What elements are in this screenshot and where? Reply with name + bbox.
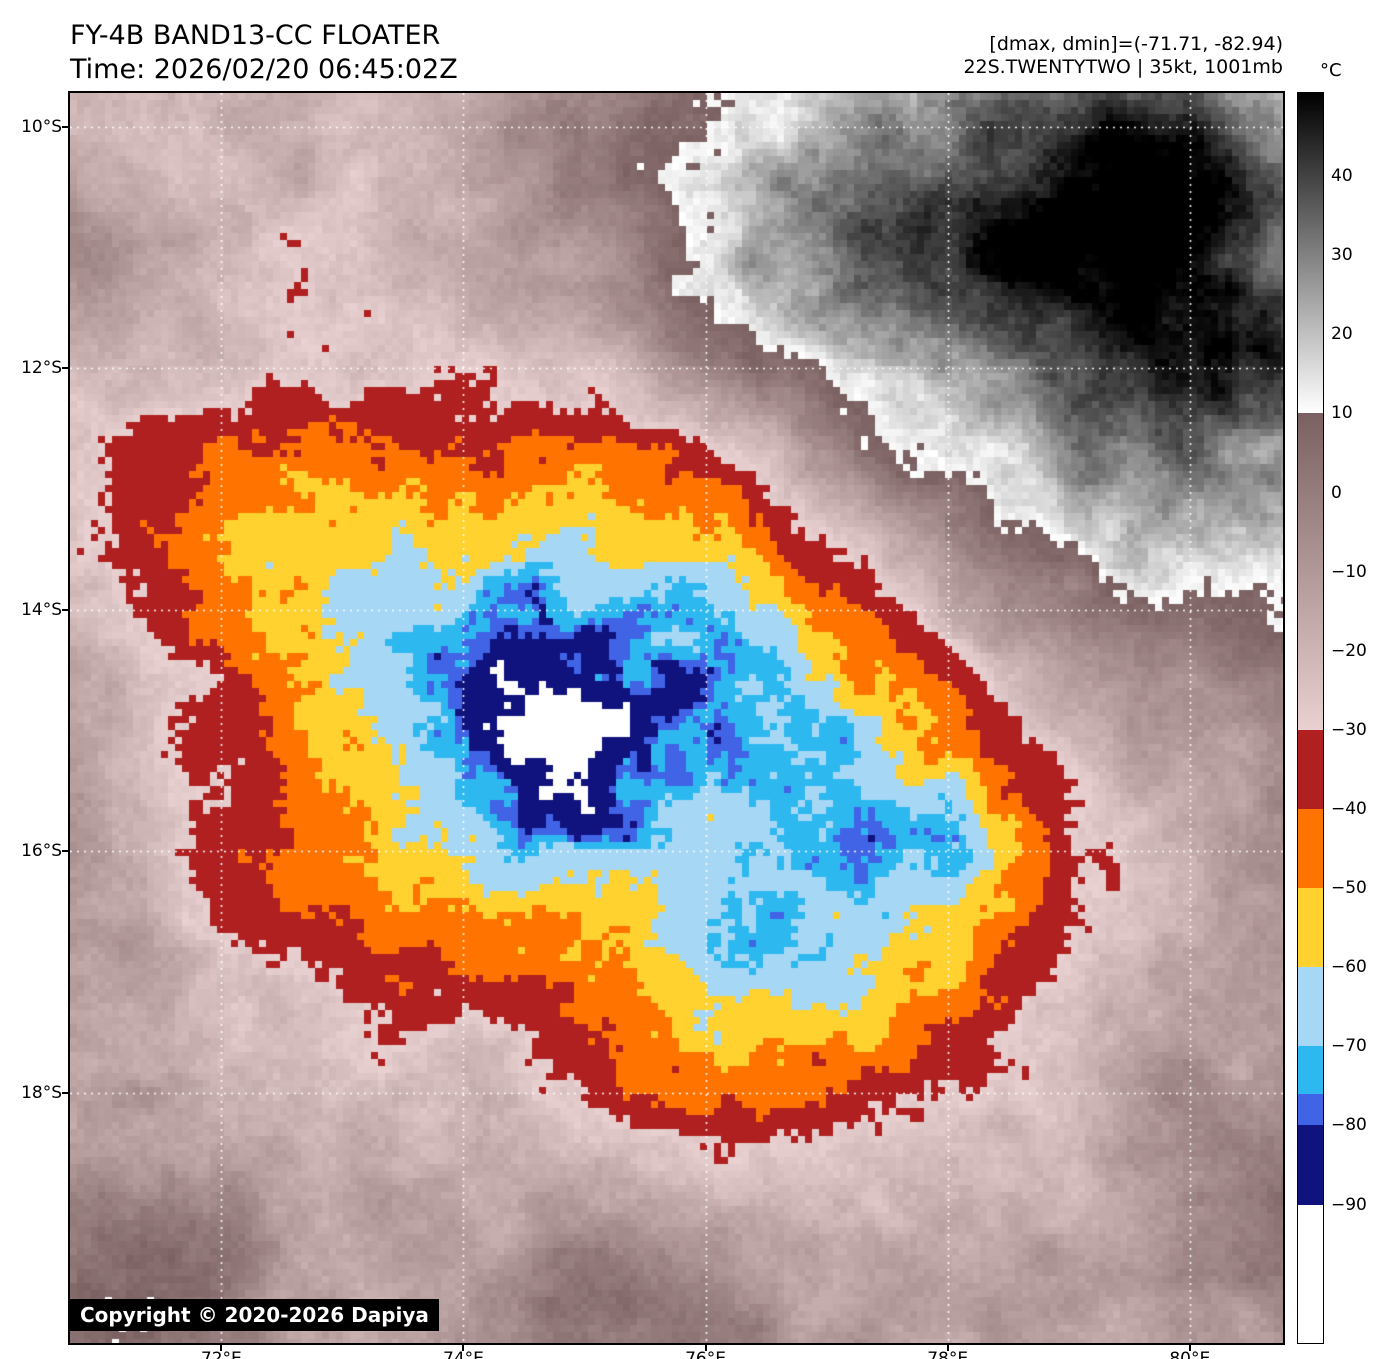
- colorbar-segment: [1298, 888, 1323, 968]
- colorbar: [1297, 92, 1324, 1344]
- y-axis-label: 16°S: [21, 841, 62, 862]
- colorbar-tick-label: 10: [1331, 403, 1353, 424]
- colorbar-segment: [1298, 1125, 1323, 1205]
- x-axis-tickmark: [704, 1345, 707, 1351]
- colorbar-tick-label: −10: [1331, 561, 1367, 582]
- colorbar-tick-label: −50: [1331, 878, 1367, 899]
- colorbar-segment: [1298, 1093, 1323, 1126]
- colorbar-tick-label: −30: [1331, 719, 1367, 740]
- y-axis-tickmark: [62, 125, 68, 128]
- colorbar-segment: [1298, 413, 1323, 730]
- colorbar-segment: [1298, 1046, 1323, 1094]
- colorbar-tick-label: −20: [1331, 640, 1367, 661]
- y-axis-label: 18°S: [21, 1083, 62, 1103]
- colorbar-segment: [1298, 1204, 1323, 1343]
- colorbar-tick-label: −80: [1331, 1115, 1367, 1136]
- figure-title: FY-4B BAND13-CC FLOATER: [70, 20, 441, 51]
- colorbar-unit-label: °C: [1320, 60, 1342, 81]
- x-axis-label: 76°E: [685, 1349, 726, 1359]
- colorbar-tick-label: 30: [1331, 245, 1353, 266]
- figure-time: Time: 2026/02/20 06:45:02Z: [70, 54, 458, 85]
- x-axis-tickmark: [220, 1345, 223, 1351]
- colorbar-segment: [1298, 93, 1323, 414]
- y-axis-tickmark: [62, 608, 68, 611]
- colorbar-tick-label: 40: [1331, 166, 1353, 187]
- colorbar-tick-label: −90: [1331, 1194, 1367, 1215]
- colorbar-tick-label: 0: [1331, 482, 1342, 503]
- x-axis-tickmark: [946, 1345, 949, 1351]
- x-axis-label: 74°E: [443, 1349, 484, 1359]
- colorbar-tick-label: 20: [1331, 324, 1353, 345]
- x-axis-tickmark: [462, 1345, 465, 1351]
- colorbar-segment: [1298, 808, 1323, 889]
- colorbar-tick-label: −60: [1331, 957, 1367, 978]
- x-axis-label: 78°E: [927, 1349, 969, 1359]
- y-axis-tickmark: [62, 1092, 68, 1094]
- x-axis-tickmark: [1188, 1345, 1191, 1351]
- dmax-dmin-readout: [dmax, dmin]=(-71.71, -82.94): [989, 33, 1283, 55]
- colorbar-tick-label: −70: [1331, 1036, 1367, 1057]
- y-axis-label: 10°S: [21, 116, 62, 137]
- copyright-badge: Copyright © 2020-2026 Dapiya: [70, 1299, 439, 1331]
- map-plot-area: Copyright © 2020-2026 Dapiya: [68, 91, 1285, 1345]
- colorbar-segment: [1298, 967, 1323, 1047]
- y-axis-tickmark: [62, 850, 68, 853]
- satellite-ir-image: [70, 93, 1283, 1343]
- y-axis-label: 14°S: [21, 599, 62, 620]
- y-axis-tickmark: [62, 367, 68, 370]
- colorbar-tick-label: −40: [1331, 798, 1367, 819]
- x-axis-label: 80°E: [1169, 1349, 1211, 1359]
- info-block: [dmax, dmin]=(-71.71, -82.94) 22S.TWENTY…: [963, 33, 1283, 79]
- storm-info-readout: 22S.TWENTYTWO | 35kt, 1001mb: [963, 56, 1283, 78]
- y-axis-label: 12°S: [21, 358, 62, 379]
- x-axis-label: 72°E: [200, 1349, 242, 1359]
- colorbar-segment: [1298, 729, 1323, 809]
